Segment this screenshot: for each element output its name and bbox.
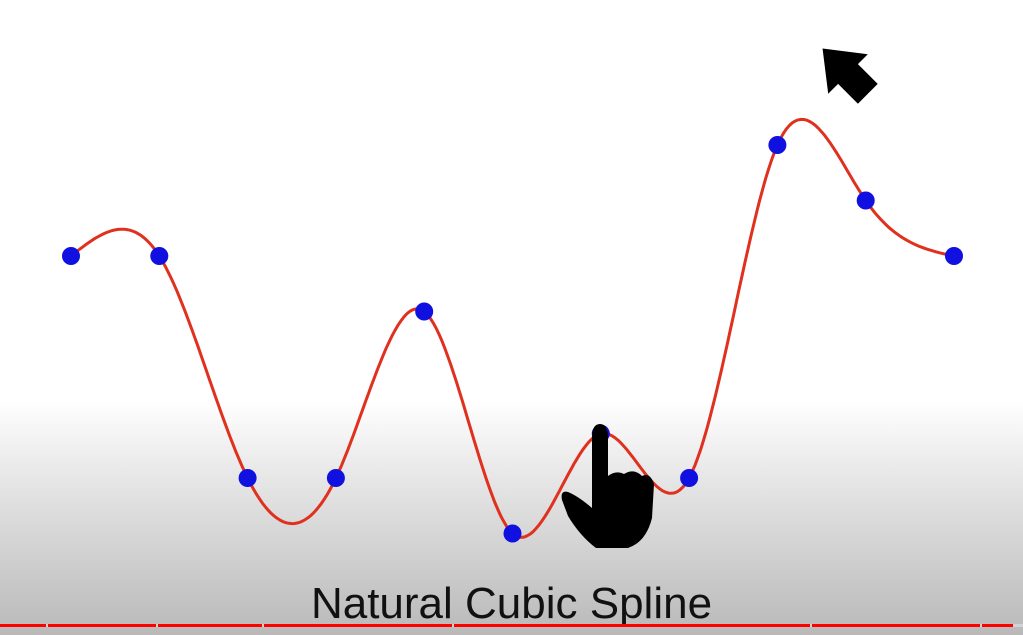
knot-point — [238, 469, 257, 487]
progress-chapter-mark — [156, 624, 158, 627]
spline-curve — [70, 117, 955, 539]
progress-chapter-mark — [810, 624, 812, 627]
progress-chapter-mark — [452, 624, 454, 627]
progress-fill — [0, 624, 1013, 627]
knot-points — [62, 136, 963, 543]
progress-chapter-mark — [262, 624, 264, 627]
knot-point — [945, 247, 963, 265]
knot-point — [503, 524, 522, 543]
knot-point — [150, 247, 169, 265]
knot-point — [326, 469, 345, 487]
arrow-pointing-down-left-icon — [822, 48, 878, 104]
knot-point — [62, 247, 80, 265]
knot-point — [415, 302, 434, 321]
video-progress-bar[interactable] — [0, 624, 1023, 627]
knot-point — [768, 136, 787, 154]
progress-chapter-mark — [46, 624, 48, 627]
hand-pointing-up-icon — [561, 424, 654, 548]
knot-point — [680, 469, 699, 487]
knot-point — [856, 191, 875, 210]
caption-title: Natural Cubic Spline — [310, 579, 713, 628]
progress-chapter-mark — [980, 624, 982, 627]
